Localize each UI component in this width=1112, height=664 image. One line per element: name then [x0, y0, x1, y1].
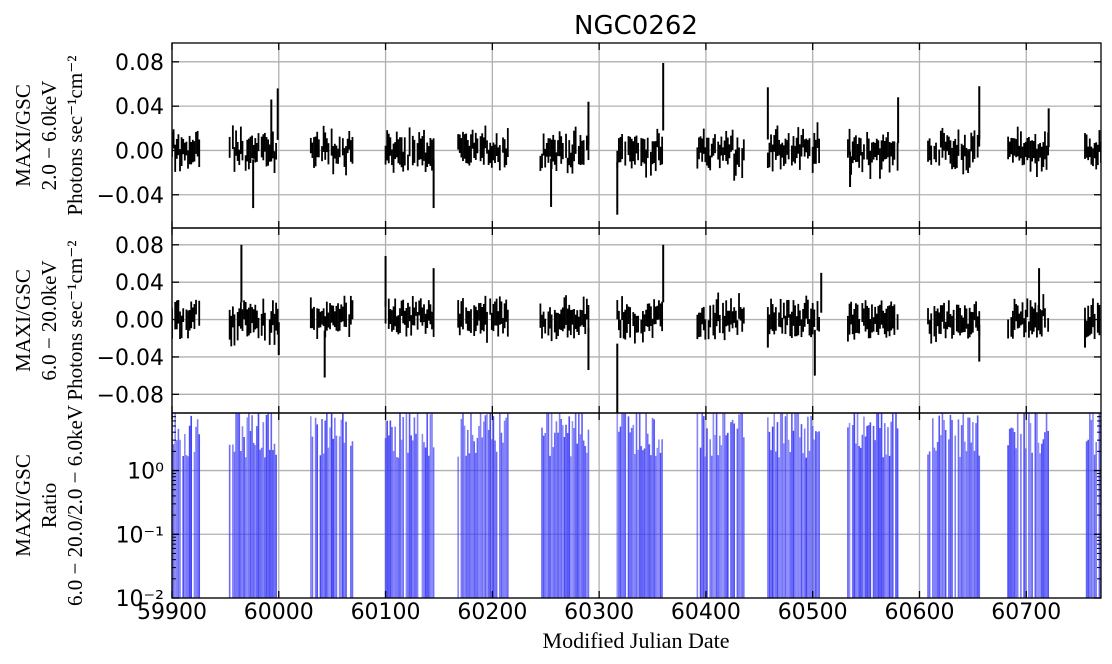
x-axis-label: Modified Julian Date	[543, 628, 730, 653]
y-tick-label: 10⁰	[127, 460, 164, 485]
y-tick-label: −0.04	[97, 346, 164, 371]
y-tick-label: 10⁻²	[116, 587, 164, 612]
x-tick-labels: 59900 60000 60100 60200 60300 60400 60500 60600…	[137, 600, 1061, 625]
y-tick-label: −0.08	[97, 383, 164, 408]
panel-ratio: 10⁻² 10⁻¹ 10⁰ MAXI/GSC Ratio 6.0 − 20.0/2.0 −…	[11, 405, 1102, 612]
x-tick-label: 60500	[778, 600, 848, 625]
y-tick-label: 10⁻¹	[116, 523, 164, 548]
x-tick-label: 59900	[137, 600, 207, 625]
x-tick-label: 60100	[351, 600, 421, 625]
series-soft	[172, 62, 1101, 215]
y-tick-label: −0.04	[97, 184, 164, 209]
y-axis-label-line: 2.0 − 6.0keV	[37, 81, 61, 191]
x-tick-label: 60700	[991, 600, 1061, 625]
panel-frame	[171, 42, 1102, 229]
y-axis-label-line: MAXI/GSC	[11, 454, 35, 557]
x-tick-label: 60400	[671, 600, 741, 625]
y-tick-label: 0.00	[115, 139, 164, 164]
y-tick-label: 0.08	[115, 234, 164, 259]
panel-hard: −0.08 −0.04 0.00 0.04 0.08 MAXI/GSC 6.0 − 20.0…	[11, 227, 1102, 414]
y-tick-label: 0.08	[115, 51, 164, 76]
x-tick-label: 60000	[244, 600, 314, 625]
panel-frame	[171, 412, 1102, 599]
y-tick-label: 0.04	[115, 95, 164, 120]
y-axis-label-line: 6.0 − 20.0/2.0 − 6.0keV	[63, 405, 87, 606]
x-tick-label: 60600	[884, 600, 954, 625]
y-axis-label-line: 6.0 − 20.0keV	[37, 260, 61, 380]
panel-soft: −0.04 0.00 0.04 0.08 MAXI/GSC 2.0 − 6.0keV Pho…	[11, 42, 1102, 229]
y-axis-label-line: Ratio	[37, 483, 61, 529]
chart-title: NGC0262	[574, 11, 698, 41]
y-tick-label: 0.04	[115, 271, 164, 296]
x-tick-label: 60200	[457, 600, 527, 625]
y-axis-label-line: MAXI/GSC	[11, 269, 35, 372]
y-axis-label-line: Photons sec⁻¹cm⁻²	[63, 55, 87, 215]
series-ratio	[172, 413, 1101, 598]
y-axis-label-line: Photons sec⁻¹cm⁻²	[63, 240, 87, 400]
x-tick-label: 60300	[564, 600, 634, 625]
y-axis-label-line: MAXI/GSC	[11, 84, 35, 187]
series-hard	[172, 244, 1101, 413]
y-tick-label: 0.00	[115, 309, 164, 334]
